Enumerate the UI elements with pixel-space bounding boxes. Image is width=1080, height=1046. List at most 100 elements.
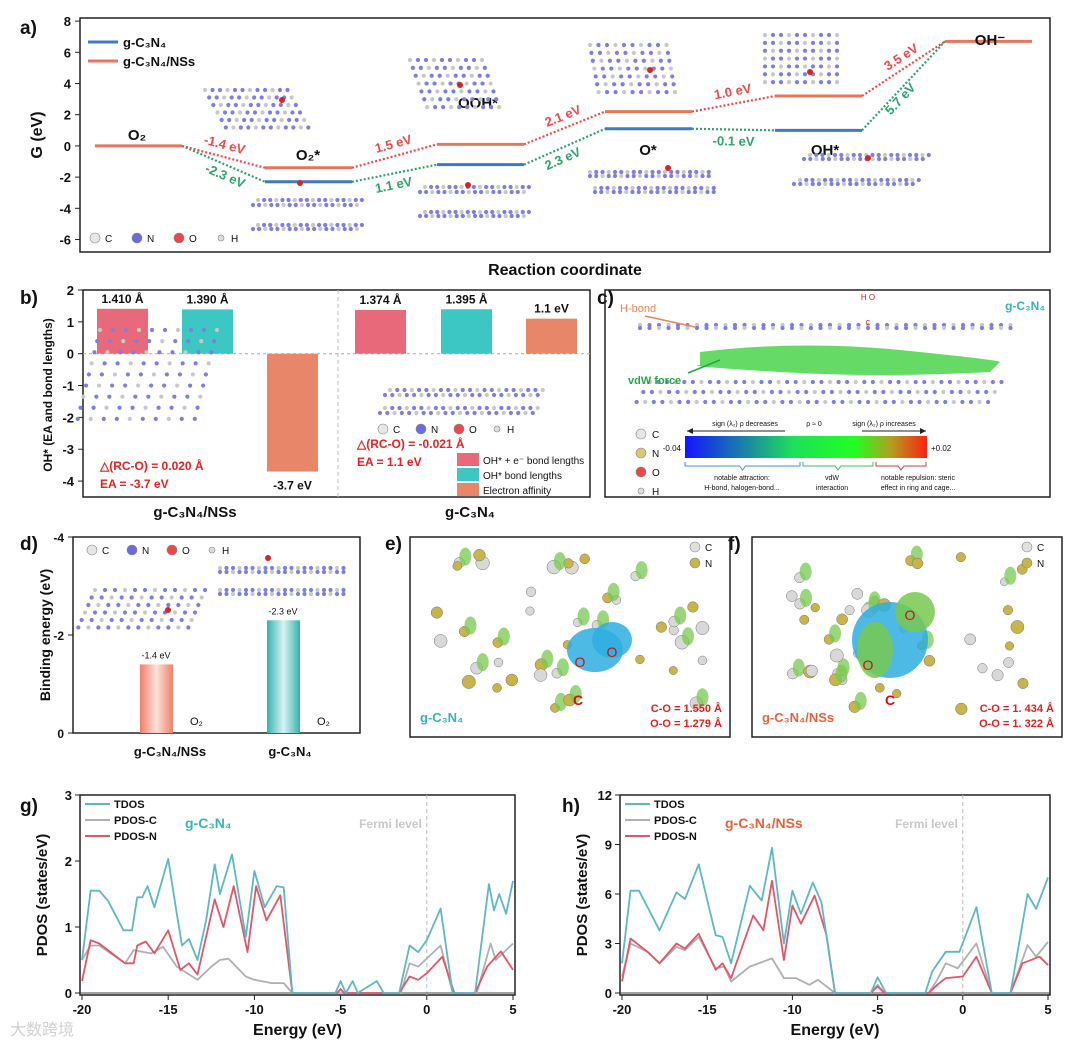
atom-dot bbox=[259, 95, 264, 100]
category-label: g-C₃N₄ bbox=[268, 744, 311, 759]
atom-dot bbox=[658, 58, 663, 63]
atom-dot bbox=[308, 587, 314, 593]
atom-dot bbox=[989, 325, 994, 331]
atom-dot bbox=[716, 379, 721, 385]
atom-dot bbox=[694, 169, 699, 175]
atom-dot bbox=[675, 325, 681, 331]
atom-dot bbox=[278, 102, 283, 108]
upper-layer bbox=[637, 322, 1013, 331]
atom-dot bbox=[754, 399, 759, 405]
atom-dot bbox=[640, 50, 645, 55]
atom-dot bbox=[526, 209, 531, 215]
panel-label: b) bbox=[20, 288, 38, 309]
atom-dot bbox=[152, 610, 158, 615]
o-side-view bbox=[587, 169, 711, 179]
atom-dot bbox=[176, 625, 181, 630]
atom-dot bbox=[464, 81, 469, 86]
atom-dot bbox=[699, 185, 704, 191]
atom-dot bbox=[520, 209, 525, 215]
atom-dot bbox=[188, 327, 194, 333]
atom-dot bbox=[694, 322, 700, 328]
atom-dot bbox=[185, 394, 190, 399]
atom-dot bbox=[217, 591, 223, 597]
atom-dot bbox=[816, 177, 821, 183]
atom-dot bbox=[930, 379, 935, 385]
atom-dot bbox=[667, 189, 673, 195]
atom-dot bbox=[484, 405, 489, 411]
atom-dot bbox=[925, 399, 931, 405]
atom-dot bbox=[656, 325, 662, 331]
atom-dot bbox=[612, 82, 617, 87]
atom-sphere bbox=[1003, 657, 1014, 668]
atom-dot bbox=[655, 189, 660, 195]
atom-dot bbox=[196, 350, 201, 355]
atom-dot bbox=[140, 416, 145, 421]
annotation-text: △(RC-O) = -0.021 Å bbox=[356, 436, 465, 451]
y-tick-label: -2 bbox=[53, 629, 64, 643]
atom-dot bbox=[814, 156, 819, 162]
atom-dot bbox=[426, 392, 431, 398]
atom-dot bbox=[449, 105, 454, 110]
atom-sphere bbox=[1010, 620, 1025, 634]
layer-side-view bbox=[592, 185, 716, 195]
isosurface-blob bbox=[857, 622, 893, 678]
atom-dot bbox=[282, 591, 288, 597]
atom-dot bbox=[970, 322, 975, 328]
atom-dot bbox=[146, 602, 151, 608]
atom-dot bbox=[535, 392, 540, 398]
atom-dot bbox=[1008, 322, 1013, 328]
atom-dot bbox=[973, 379, 978, 385]
x-tick-label: -20 bbox=[613, 1002, 632, 1017]
atom-dot bbox=[448, 392, 453, 398]
atom-dot bbox=[762, 80, 768, 85]
atom-dot bbox=[312, 202, 317, 208]
atom-dot bbox=[182, 610, 188, 615]
atom-dot bbox=[864, 389, 869, 395]
atom-dot bbox=[397, 405, 402, 411]
atom-dot bbox=[879, 181, 884, 187]
atom-dot bbox=[186, 602, 191, 608]
atom-sphere bbox=[525, 586, 537, 597]
atom-C-icon bbox=[689, 541, 701, 553]
atom-dot bbox=[778, 72, 784, 77]
atom-dot bbox=[214, 327, 220, 333]
atom-dot bbox=[496, 184, 501, 190]
atom-dot bbox=[435, 89, 440, 94]
atom-dot bbox=[480, 81, 485, 86]
atom-dot bbox=[237, 569, 242, 575]
atom-dot bbox=[276, 569, 281, 575]
isosurface-lobe bbox=[556, 658, 569, 677]
atom-dot bbox=[644, 169, 649, 175]
atom-dot bbox=[490, 209, 495, 215]
atom-dot bbox=[767, 379, 773, 385]
atom-dot bbox=[132, 610, 138, 615]
atom-dot bbox=[706, 169, 711, 175]
atom-dot bbox=[157, 350, 162, 355]
atom-dot bbox=[441, 405, 446, 411]
atom-dot bbox=[485, 189, 490, 195]
bar-value-label: -3.7 eV bbox=[273, 479, 312, 493]
category-label: g-C₃N₄/NSs bbox=[134, 744, 206, 759]
atom-dot bbox=[318, 202, 323, 208]
annotation-text: EA = -3.7 eV bbox=[100, 477, 169, 491]
atom-dot bbox=[302, 591, 307, 597]
atom-dot bbox=[605, 185, 610, 191]
atom-dot bbox=[237, 591, 242, 597]
atom-dot bbox=[78, 405, 83, 410]
atom-dot bbox=[450, 65, 455, 70]
atom-dot bbox=[675, 389, 680, 395]
atom-dot bbox=[142, 610, 148, 615]
atom-dot bbox=[447, 209, 452, 215]
atom-dot bbox=[650, 169, 655, 175]
atom-dot bbox=[600, 173, 605, 179]
atom-dot bbox=[295, 565, 301, 571]
atom-dot bbox=[454, 97, 459, 102]
atom-dot bbox=[441, 184, 446, 190]
atom-dot bbox=[907, 152, 913, 158]
atom-dot bbox=[82, 610, 88, 615]
atom-C-icon bbox=[635, 428, 647, 440]
atom-dot bbox=[202, 87, 208, 93]
y-tick-label: 12 bbox=[598, 788, 612, 803]
atom-dot bbox=[713, 325, 719, 331]
atom-dot bbox=[497, 189, 502, 195]
